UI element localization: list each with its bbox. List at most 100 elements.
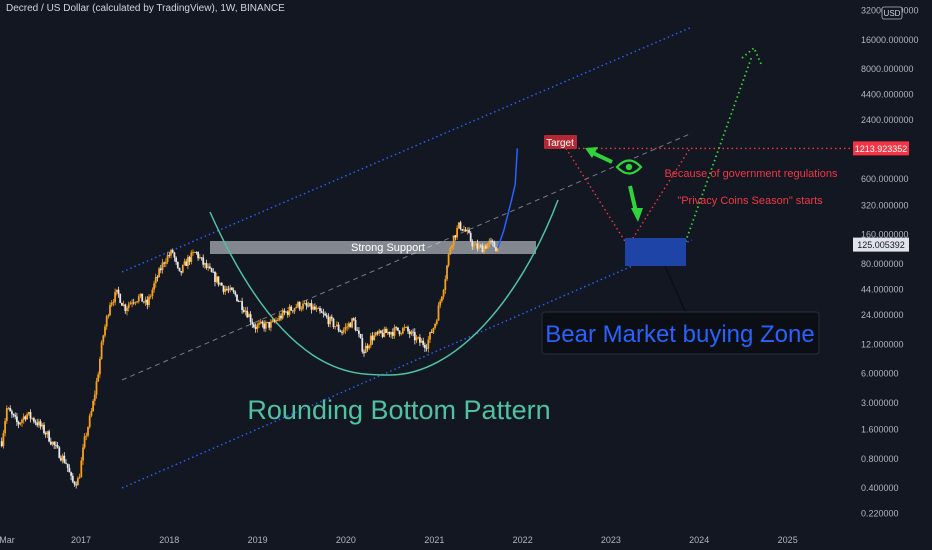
x-tick-label: 2022 (513, 535, 533, 545)
candle-body (205, 263, 208, 268)
support-label: Strong Support (351, 242, 425, 254)
candle-body (469, 232, 472, 241)
candle-body (139, 293, 142, 297)
candle-body (210, 268, 213, 272)
candle-body (358, 330, 360, 334)
candle-body (187, 257, 189, 266)
candle-body (439, 301, 442, 306)
candle-body (88, 415, 91, 428)
currency-label: USD (884, 9, 901, 18)
candle-body (212, 272, 215, 273)
candle-body (202, 257, 205, 265)
annotation-layer: Target Strong Support Because of governmen… (247, 46, 852, 425)
candle-body (63, 455, 66, 463)
candle-body (73, 481, 76, 485)
candle-body (151, 289, 154, 296)
candle-body (170, 250, 172, 256)
candle-body (337, 324, 340, 331)
candle-body (77, 478, 79, 486)
x-tick-label: 2017 (71, 535, 91, 545)
green-arrow-down-head (631, 208, 643, 222)
candle-body (336, 324, 338, 327)
candle-body (34, 421, 37, 423)
projection-line (496, 148, 519, 249)
candle-body (33, 418, 35, 422)
candle-body (295, 306, 298, 308)
candle-body (105, 316, 108, 327)
candle-body (293, 308, 296, 312)
candle-body (298, 302, 301, 310)
candle-body (485, 246, 487, 249)
candle-body (354, 320, 357, 331)
candle-body (413, 332, 416, 341)
candle-body (82, 447, 84, 461)
candle-body (256, 324, 259, 329)
candle-body (65, 462, 67, 464)
candle-body (424, 344, 426, 348)
candle-body (246, 310, 249, 318)
candle-body (141, 293, 144, 302)
candle-body (490, 240, 492, 242)
candle-body (435, 320, 438, 324)
candle-body (156, 277, 159, 278)
y-tick-label: 12.000000 (861, 339, 904, 349)
candle-body (464, 229, 467, 232)
rounding-bottom-label: Rounding Bottom Pattern (247, 395, 550, 425)
candle-body (19, 422, 22, 425)
candle-body (153, 283, 155, 290)
candle-body (229, 287, 232, 290)
x-tick-label: 2025 (778, 535, 798, 545)
candle-body (143, 301, 145, 303)
y-tick-label: 160.000000 (861, 230, 909, 240)
candle-body (258, 323, 260, 325)
currency-badge[interactable] (881, 6, 903, 20)
candle-body (58, 447, 61, 459)
candle-body (347, 323, 350, 327)
candle-body (188, 257, 191, 262)
candle-body (107, 315, 110, 317)
candle-body (373, 335, 376, 341)
candle-body (115, 289, 118, 293)
candle-body (168, 255, 171, 256)
candle-body (121, 302, 123, 306)
candle-body (486, 243, 489, 249)
candle-body (388, 331, 391, 335)
candle-body (126, 308, 128, 311)
green-arrow-left (590, 150, 613, 164)
candle-body (383, 328, 386, 337)
candle-body (129, 302, 132, 305)
candle-body (403, 327, 406, 328)
candle-body (109, 305, 111, 316)
candle-body (314, 306, 316, 310)
candle-body (364, 345, 367, 354)
candle-body (70, 472, 72, 476)
x-tick-label: 2019 (248, 535, 268, 545)
y-tick-label: 0.400000 (861, 483, 899, 493)
candle-body (117, 289, 120, 294)
x-axis[interactable]: Mar 2017 2018 2019 2020 2021 2022 2023 2024 2025 (0, 535, 798, 545)
candle-body (93, 394, 96, 401)
eye-icon (615, 159, 643, 175)
y-tick-label: 0.220000 (861, 509, 899, 519)
candle-body (322, 312, 325, 314)
candle-body (419, 337, 421, 343)
candle-body (241, 301, 243, 310)
candle-body (429, 332, 431, 340)
candle-body (11, 411, 13, 414)
x-tick-label: 2023 (601, 535, 621, 545)
y-axis[interactable]: 32000.00000016000.0000008000.0000004400.… (853, 6, 919, 519)
candle-body (27, 412, 30, 415)
candle-body (232, 290, 235, 292)
candle-body (308, 303, 311, 307)
candle-body (276, 320, 279, 321)
candle-body (275, 320, 277, 322)
candle-body (181, 265, 184, 273)
y-tick-label: 600.000000 (861, 174, 909, 184)
channel-lower-line (121, 239, 693, 489)
y-tick-label: 8000.000000 (861, 64, 914, 74)
candle-body (234, 291, 237, 295)
candle-body (330, 316, 333, 319)
